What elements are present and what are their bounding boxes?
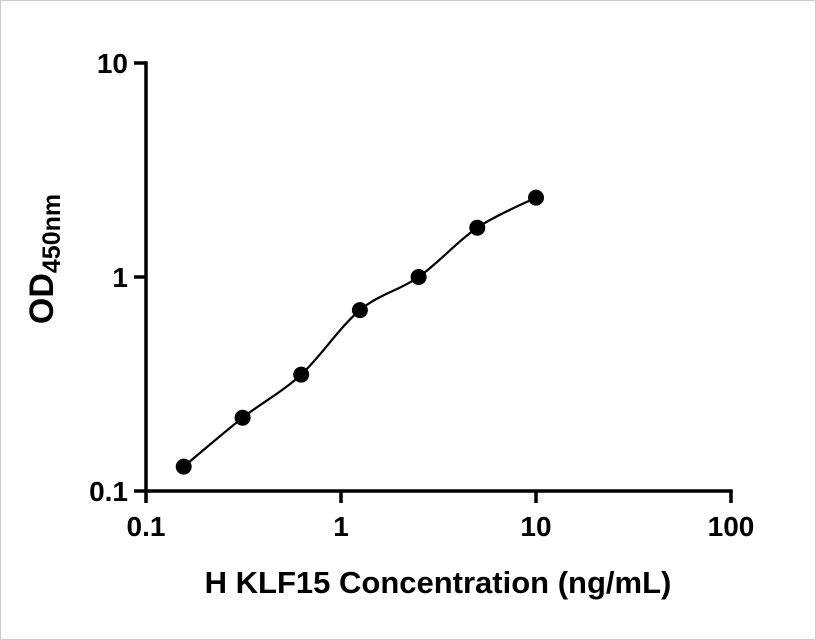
fit-curve bbox=[182, 196, 537, 468]
x-tick-label: 10 bbox=[520, 511, 551, 542]
data-point bbox=[528, 189, 544, 206]
y-axis-title-main: OD bbox=[23, 273, 61, 324]
data-point bbox=[293, 366, 310, 383]
data-point bbox=[410, 269, 427, 285]
data-point bbox=[175, 458, 192, 475]
x-axis-title: H KLF15 Concentration (ng/mL) bbox=[205, 565, 672, 600]
x-tick-label: 100 bbox=[708, 511, 755, 542]
y-tick-label: 10 bbox=[97, 48, 128, 79]
axes bbox=[144, 61, 733, 493]
data-point bbox=[234, 409, 251, 426]
y-axis-title-subscript: 450nm bbox=[38, 194, 66, 273]
x-tick-label: 0.1 bbox=[127, 511, 166, 542]
x-tick-label: 1 bbox=[333, 511, 349, 542]
y-tick-label: 1 bbox=[112, 262, 128, 293]
plot-area: 0.1 1 10 100 0.1 1 10 bbox=[89, 48, 754, 542]
y-axis-title: OD450nm bbox=[23, 194, 66, 324]
data-point bbox=[469, 219, 486, 236]
y-tick-label: 0.1 bbox=[89, 476, 128, 507]
data-point bbox=[351, 302, 368, 319]
